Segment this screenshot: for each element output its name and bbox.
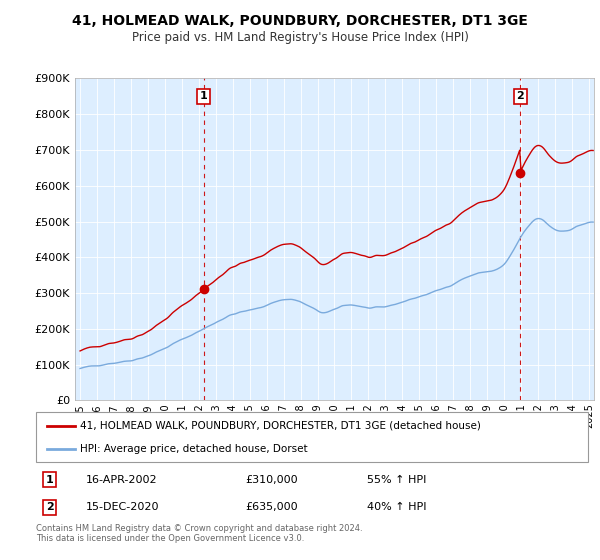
Text: £310,000: £310,000	[246, 475, 298, 485]
Text: 2: 2	[46, 502, 53, 512]
Text: Contains HM Land Registry data © Crown copyright and database right 2024.
This d: Contains HM Land Registry data © Crown c…	[36, 524, 362, 543]
Text: 41, HOLMEAD WALK, POUNDBURY, DORCHESTER, DT1 3GE (detached house): 41, HOLMEAD WALK, POUNDBURY, DORCHESTER,…	[80, 421, 481, 431]
Text: 55% ↑ HPI: 55% ↑ HPI	[367, 475, 427, 485]
Text: 16-APR-2002: 16-APR-2002	[86, 475, 157, 485]
Text: £635,000: £635,000	[246, 502, 298, 512]
Text: 40% ↑ HPI: 40% ↑ HPI	[367, 502, 427, 512]
Text: 2: 2	[517, 91, 524, 101]
Text: HPI: Average price, detached house, Dorset: HPI: Average price, detached house, Dors…	[80, 445, 308, 454]
Text: 15-DEC-2020: 15-DEC-2020	[86, 502, 159, 512]
Text: 41, HOLMEAD WALK, POUNDBURY, DORCHESTER, DT1 3GE: 41, HOLMEAD WALK, POUNDBURY, DORCHESTER,…	[72, 14, 528, 28]
Text: 1: 1	[46, 475, 53, 485]
Text: Price paid vs. HM Land Registry's House Price Index (HPI): Price paid vs. HM Land Registry's House …	[131, 31, 469, 44]
Text: 1: 1	[200, 91, 208, 101]
